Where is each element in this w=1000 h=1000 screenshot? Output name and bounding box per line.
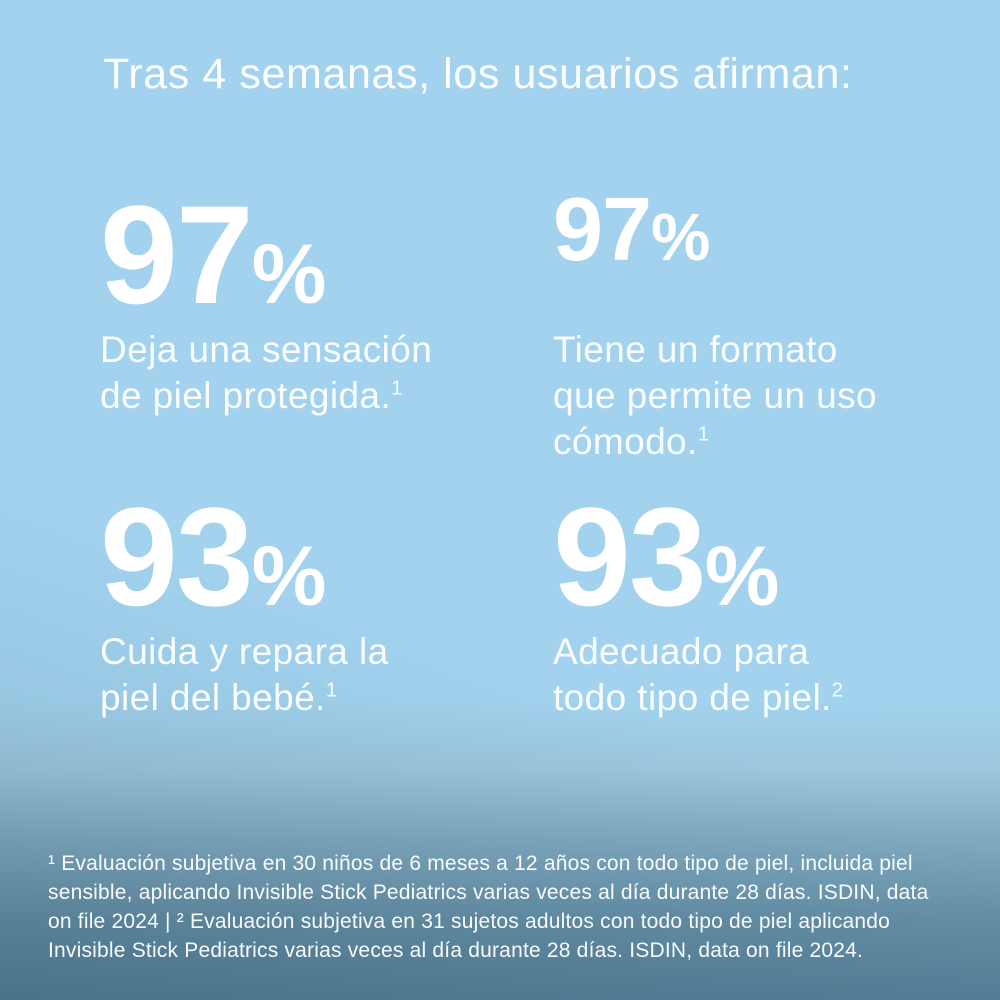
percent-sign: % [251,529,327,623]
stat-value: 93% [100,487,326,627]
footnote-line: on file 2024 | ² Evaluación subjetiva en… [48,910,891,933]
stat-caption: Tiene un formato que permite un uso cómo… [553,327,877,465]
caption-line: que permite un uso [553,375,877,416]
stat-value: 93% [553,487,779,627]
percent-sign: % [704,529,780,623]
caption-line: todo tipo de piel.2 [553,677,844,718]
caption-line: cómodo.1 [553,421,710,462]
footnote-ref: 1 [697,423,710,446]
footnote-line: ¹ Evaluación subjetiva en 30 niños de 6 … [48,852,913,875]
stat-block-cuida-repara: 93% Cuida y repara la piel del bebé.1 [100,487,540,719]
footnote-ref: 1 [325,679,338,702]
stat-value-digits: 97 [553,180,652,280]
stat-value-digits: 93 [100,478,254,635]
caption-line: Cuida y repara la [100,631,389,672]
stat-block-piel-protegida: 97% Deja una sensación de piel protegida… [100,185,540,417]
stat-number: 93% [100,487,540,629]
percent-sign: % [251,227,327,321]
stat-block-formato-comodo: 97% Tiene un formato que permite un uso … [553,185,993,462]
stat-value: 97% [553,185,710,275]
stat-caption: Cuida y repara la piel del bebé.1 [100,629,389,721]
stat-value: 97% [100,185,326,325]
stat-caption: Adecuado para todo tipo de piel.2 [553,629,843,721]
stat-number: 97% [553,185,993,327]
caption-line: Tiene un formato [553,329,838,370]
footnote-ref: 2 [831,679,844,702]
caption-line: Deja una sensación [100,329,433,370]
stat-value-digits: 93 [553,478,707,635]
footnote-legal-text: ¹ Evaluación subjetiva en 30 niños de 6 … [48,849,928,965]
caption-line: Adecuado para [553,631,810,672]
stat-value-digits: 97 [100,176,254,333]
footnote-line: Invisible Stick Pediatrics varias veces … [48,939,864,962]
caption-line: piel del bebé.1 [100,677,338,718]
page-title: Tras 4 semanas, los usuarios afirman: [103,50,853,98]
stat-number: 93% [553,487,993,629]
stat-caption: Deja una sensación de piel protegida.1 [100,327,432,419]
caption-line: de piel protegida.1 [100,375,403,416]
footnote-ref: 1 [391,377,403,400]
percent-sign: % [651,201,711,275]
stat-block-todo-tipo-piel: 93% Adecuado para todo tipo de piel.2 [553,487,993,719]
stat-number: 97% [100,185,540,327]
footnote-line: sensible, aplicando Invisible Stick Pedi… [48,881,929,904]
